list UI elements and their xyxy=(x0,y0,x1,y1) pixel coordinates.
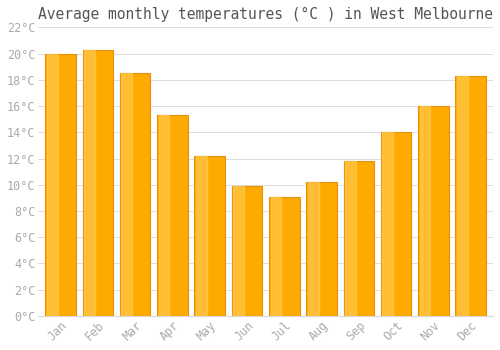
Bar xyxy=(233,186,244,316)
Bar xyxy=(457,76,468,316)
Bar xyxy=(122,73,132,316)
Bar xyxy=(382,132,393,316)
Bar xyxy=(418,106,448,316)
Bar xyxy=(232,186,262,316)
Bar xyxy=(157,115,188,316)
Bar xyxy=(306,182,337,316)
Bar xyxy=(456,76,486,316)
Bar xyxy=(344,161,374,316)
Bar xyxy=(82,50,113,316)
Bar xyxy=(345,161,356,316)
Bar xyxy=(47,54,58,316)
Bar xyxy=(308,182,318,316)
Bar xyxy=(270,197,281,316)
Bar xyxy=(46,54,76,316)
Bar xyxy=(196,156,206,316)
Bar xyxy=(269,197,300,316)
Bar xyxy=(381,132,412,316)
Bar xyxy=(194,156,225,316)
Bar xyxy=(420,106,430,316)
Bar xyxy=(158,115,170,316)
Title: Average monthly temperatures (°C ) in West Melbourne: Average monthly temperatures (°C ) in We… xyxy=(38,7,493,22)
Bar xyxy=(84,50,95,316)
Bar xyxy=(120,73,150,316)
